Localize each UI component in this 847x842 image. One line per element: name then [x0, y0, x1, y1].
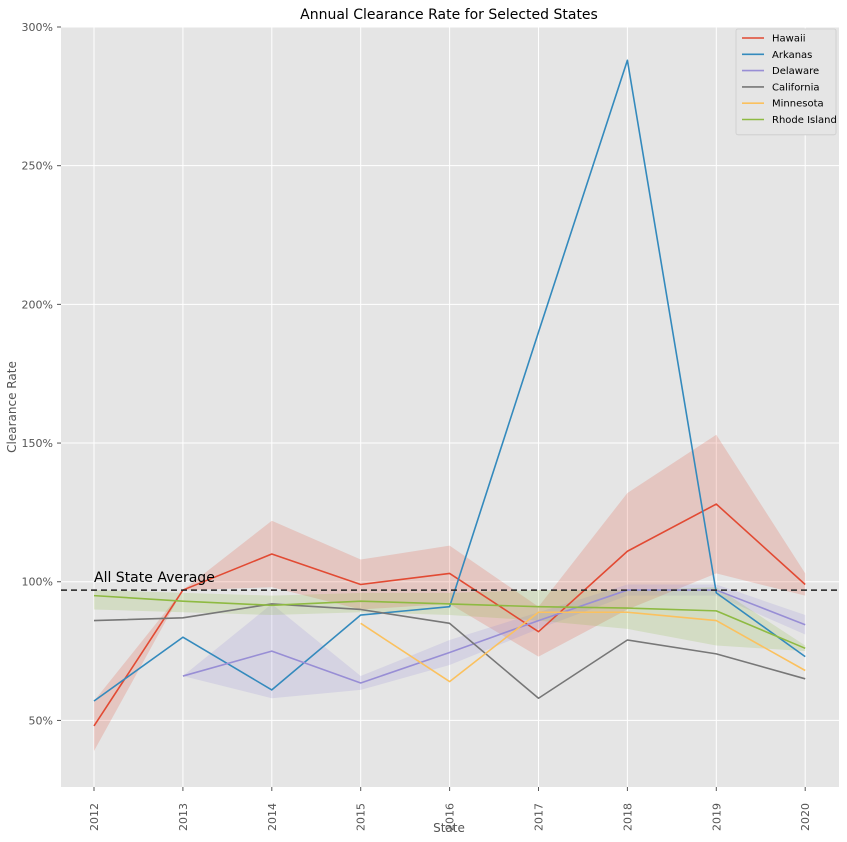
legend-label-california: California	[772, 82, 820, 93]
x-axis: 2012 2013 2014 2015 2016 2017 2018 2019 2020	[88, 787, 812, 831]
y-tick-label-1: 100%	[22, 576, 53, 589]
y-tick-label-0: 50%	[29, 714, 53, 727]
legend-label-hawaii: Hawaii	[772, 34, 806, 45]
series-line-hawaii	[93, 503, 806, 727]
band-delaware	[182, 584, 806, 699]
grid	[61, 26, 839, 787]
chart-title: Annual Clearance Rate for Selected State…	[300, 7, 598, 23]
legend-label-rhode-island: Rhode Island	[772, 115, 837, 126]
x-tick-label-8: 2020	[799, 803, 812, 831]
y-axis-title: Clearance Rate	[5, 361, 19, 453]
reference-line-group: All State Average	[61, 570, 839, 591]
series-line-california	[93, 603, 806, 700]
x-axis-title: State	[433, 821, 465, 835]
series-line-rhode-island	[93, 594, 806, 650]
legend: Hawaii Arkanas Delaware California Minnesota…	[735, 28, 837, 136]
y-tick-label-2: 150%	[22, 437, 53, 450]
x-tick-label-7: 2019	[710, 803, 723, 831]
y-axis: 50% 100% 150% 200% 250% 300%	[22, 21, 61, 727]
x-tick-label-1: 2013	[177, 803, 190, 831]
y-tick-label-4: 250%	[22, 160, 53, 173]
x-tick-label-5: 2017	[533, 803, 546, 831]
x-tick-label-6: 2018	[621, 803, 634, 831]
legend-label-delaware: Delaware	[772, 66, 819, 77]
x-tick-label-4: 2016	[444, 803, 457, 831]
legend-label-arkanas: Arkanas	[772, 50, 812, 61]
series-line-minnesota	[360, 611, 806, 683]
y-tick-label-3: 200%	[22, 298, 53, 311]
band-hawaii	[94, 434, 806, 751]
y-tick-label-5: 300%	[22, 21, 53, 34]
reference-line-label: All State Average	[94, 570, 215, 586]
x-tick-label-2: 2014	[266, 803, 279, 831]
legend-label-minnesota: Minnesota	[772, 99, 824, 110]
legend-box	[735, 28, 837, 136]
x-tick-label-3: 2015	[355, 803, 368, 831]
x-tick-label-0: 2012	[88, 803, 101, 831]
series-line-arkanas	[93, 59, 806, 702]
